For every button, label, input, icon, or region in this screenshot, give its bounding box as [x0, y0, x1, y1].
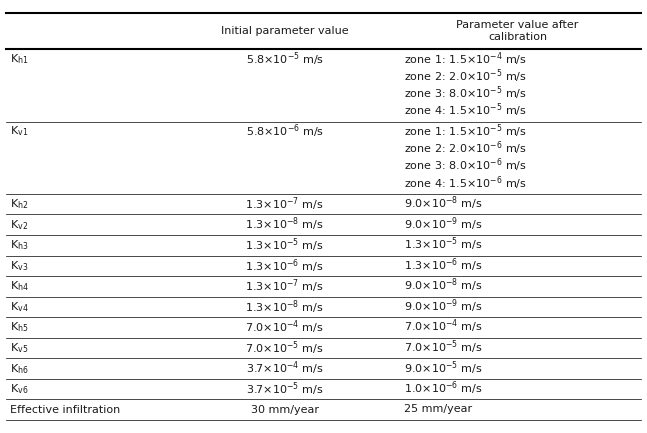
Text: zone 1: 1.5×10$^\mathregular{-4}$ m/s: zone 1: 1.5×10$^\mathregular{-4}$ m/s	[404, 50, 527, 68]
Text: K$_\mathregular{h4}$: K$_\mathregular{h4}$	[10, 279, 28, 293]
Text: K$_\mathregular{h1}$: K$_\mathregular{h1}$	[10, 52, 28, 66]
Text: K$_\mathregular{h3}$: K$_\mathregular{h3}$	[10, 238, 28, 252]
Text: 1.3×10$^\mathregular{-8}$ m/s: 1.3×10$^\mathregular{-8}$ m/s	[245, 216, 324, 233]
Text: 1.0×10$^\mathregular{-6}$ m/s: 1.0×10$^\mathregular{-6}$ m/s	[404, 380, 483, 397]
Text: K$_\mathregular{v4}$: K$_\mathregular{v4}$	[10, 300, 28, 314]
Text: K$_\mathregular{v3}$: K$_\mathregular{v3}$	[10, 259, 28, 273]
Text: zone 1: 1.5×10$^\mathregular{-5}$ m/s: zone 1: 1.5×10$^\mathregular{-5}$ m/s	[404, 123, 527, 140]
Text: 1.3×10$^\mathregular{-7}$ m/s: 1.3×10$^\mathregular{-7}$ m/s	[245, 195, 324, 213]
Text: 7.0×10$^\mathregular{-5}$ m/s: 7.0×10$^\mathregular{-5}$ m/s	[404, 339, 483, 356]
Text: zone 4: 1.5×10$^\mathregular{-6}$ m/s: zone 4: 1.5×10$^\mathregular{-6}$ m/s	[404, 174, 527, 191]
Text: 9.0×10$^\mathregular{-8}$ m/s: 9.0×10$^\mathregular{-8}$ m/s	[404, 194, 483, 212]
Text: 1.3×10$^\mathregular{-5}$ m/s: 1.3×10$^\mathregular{-5}$ m/s	[404, 236, 483, 253]
Text: zone 3: 8.0×10$^\mathregular{-6}$ m/s: zone 3: 8.0×10$^\mathregular{-6}$ m/s	[404, 157, 527, 174]
Text: Effective infiltration: Effective infiltration	[10, 405, 120, 415]
Text: 7.0×10$^\mathregular{-5}$ m/s: 7.0×10$^\mathregular{-5}$ m/s	[245, 339, 324, 357]
Text: K$_\mathregular{v2}$: K$_\mathregular{v2}$	[10, 218, 28, 232]
Text: 25 mm/year: 25 mm/year	[404, 404, 472, 414]
Text: K$_\mathregular{h6}$: K$_\mathregular{h6}$	[10, 362, 28, 375]
Text: Parameter value after
calibration: Parameter value after calibration	[456, 20, 579, 42]
Text: K$_\mathregular{h5}$: K$_\mathregular{h5}$	[10, 320, 28, 334]
Text: 1.3×10$^\mathregular{-6}$ m/s: 1.3×10$^\mathregular{-6}$ m/s	[404, 256, 483, 274]
Text: K$_\mathregular{v5}$: K$_\mathregular{v5}$	[10, 341, 28, 355]
Text: Initial parameter value: Initial parameter value	[221, 26, 349, 36]
Text: 9.0×10$^\mathregular{-8}$ m/s: 9.0×10$^\mathregular{-8}$ m/s	[404, 277, 483, 294]
Text: 1.3×10$^\mathregular{-5}$ m/s: 1.3×10$^\mathregular{-5}$ m/s	[245, 236, 324, 254]
Text: 7.0×10$^\mathregular{-4}$ m/s: 7.0×10$^\mathregular{-4}$ m/s	[404, 318, 483, 336]
Text: K$_\mathregular{h2}$: K$_\mathregular{h2}$	[10, 197, 28, 211]
Text: 7.0×10$^\mathregular{-4}$ m/s: 7.0×10$^\mathregular{-4}$ m/s	[245, 319, 324, 336]
Text: 1.3×10$^\mathregular{-7}$ m/s: 1.3×10$^\mathregular{-7}$ m/s	[245, 278, 324, 295]
Text: 30 mm/year: 30 mm/year	[250, 405, 319, 415]
Text: zone 2: 2.0×10$^\mathregular{-6}$ m/s: zone 2: 2.0×10$^\mathregular{-6}$ m/s	[404, 139, 527, 157]
Text: zone 2: 2.0×10$^\mathregular{-5}$ m/s: zone 2: 2.0×10$^\mathregular{-5}$ m/s	[404, 68, 527, 85]
Text: 3.7×10$^\mathregular{-5}$ m/s: 3.7×10$^\mathregular{-5}$ m/s	[246, 380, 324, 398]
Text: zone 4: 1.5×10$^\mathregular{-5}$ m/s: zone 4: 1.5×10$^\mathregular{-5}$ m/s	[404, 102, 527, 120]
Text: 9.0×10$^\mathregular{-5}$ m/s: 9.0×10$^\mathregular{-5}$ m/s	[404, 359, 483, 377]
Text: 9.0×10$^\mathregular{-9}$ m/s: 9.0×10$^\mathregular{-9}$ m/s	[404, 297, 483, 315]
Text: K$_\mathregular{v6}$: K$_\mathregular{v6}$	[10, 382, 28, 396]
Text: 1.3×10$^\mathregular{-8}$ m/s: 1.3×10$^\mathregular{-8}$ m/s	[245, 298, 324, 316]
Text: 9.0×10$^\mathregular{-9}$ m/s: 9.0×10$^\mathregular{-9}$ m/s	[404, 215, 483, 233]
Text: 5.8×10$^\mathregular{-6}$ m/s: 5.8×10$^\mathregular{-6}$ m/s	[246, 123, 324, 140]
Text: 3.7×10$^\mathregular{-4}$ m/s: 3.7×10$^\mathregular{-4}$ m/s	[246, 360, 324, 378]
Text: 1.3×10$^\mathregular{-6}$ m/s: 1.3×10$^\mathregular{-6}$ m/s	[245, 257, 324, 275]
Text: zone 3: 8.0×10$^\mathregular{-5}$ m/s: zone 3: 8.0×10$^\mathregular{-5}$ m/s	[404, 84, 527, 102]
Text: 5.8×10$^\mathregular{-5}$ m/s: 5.8×10$^\mathregular{-5}$ m/s	[246, 50, 324, 68]
Text: K$_\mathregular{v1}$: K$_\mathregular{v1}$	[10, 124, 28, 138]
